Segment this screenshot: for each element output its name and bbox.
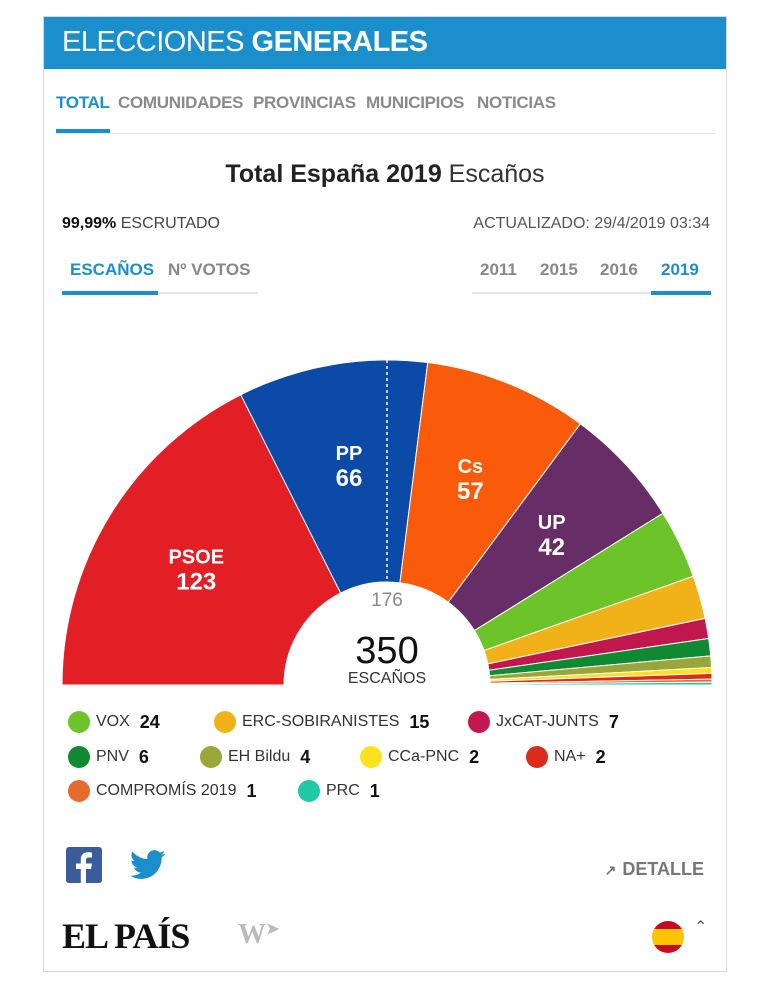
chart-title-main: Total España 2019	[225, 160, 442, 188]
legend-item-cca-pnc: CCa-PNC 2	[360, 746, 479, 768]
tab-comunidades[interactable]: COMUNIDADES	[118, 93, 244, 112]
legend-party-name: EH Bildu	[228, 748, 291, 765]
updated-status: ACTUALIZADO: 29/4/2019 03:34	[473, 215, 710, 233]
segment-label-name: UP	[538, 512, 566, 534]
header-bar: ELECCIONES GENERALES	[44, 17, 726, 69]
legend-item-comprom-s-2019: COMPROMÍS 2019 1	[68, 780, 257, 802]
legend-party-name: COMPROMÍS 2019	[96, 782, 237, 799]
total-seats-unit: ESCAÑOS	[348, 667, 426, 687]
legend-swatch	[68, 746, 90, 768]
legend-item-pnv: PNV 6	[68, 746, 149, 768]
legend-party-seats: 24	[139, 711, 160, 732]
legend-swatch	[68, 711, 90, 733]
detail-link[interactable]: ↗ DETALLE	[605, 859, 704, 880]
legend-party-name: CCa-PNC	[388, 748, 460, 765]
segment-label-value: 66	[336, 465, 363, 492]
legend-swatch	[360, 746, 382, 768]
legend-item-prc: PRC 1	[298, 780, 380, 802]
brand-w-logo: W➤	[238, 919, 279, 951]
legend-party-seats: 2	[469, 746, 480, 767]
tab-total[interactable]: TOTAL	[56, 93, 110, 112]
scrutinized-status: 99,99% ESCRUTADO	[62, 215, 220, 233]
main-nav: TOTAL COMUNIDADES PROVINCIAS MUNICIPIOS …	[56, 93, 716, 134]
chart-title: Total España 2019 Escaños	[44, 160, 726, 189]
legend-party-seats: 7	[608, 711, 619, 732]
chevron-up-icon[interactable]: ⌃	[694, 919, 708, 936]
brand-arrow-icon: ➤	[266, 921, 280, 938]
tab-votes[interactable]: Nº VOTOS	[168, 260, 251, 279]
year-tabs-line	[472, 292, 710, 294]
legend-party-name: PNV	[96, 748, 129, 765]
legend-party-seats: 1	[369, 780, 380, 801]
legend-swatch	[526, 746, 548, 768]
twitter-icon[interactable]	[130, 849, 166, 881]
segment-label-name: PP	[336, 443, 363, 465]
segment-label-name: Cs	[458, 456, 484, 478]
legend-swatch	[200, 746, 222, 768]
legend-item-vox: VOX 24	[68, 711, 160, 733]
el-pais-logo[interactable]: EL PAÍS	[62, 916, 190, 956]
segment-label-value: 123	[176, 569, 216, 596]
external-arrow-icon: ↗	[604, 862, 617, 878]
tab-seats[interactable]: ESCAÑOS	[70, 260, 155, 279]
legend-item-eh-bildu: EH Bildu 4	[200, 746, 310, 768]
legend-swatch	[298, 780, 320, 802]
updated-label: ACTUALIZADO:	[473, 215, 590, 232]
tab-municipios[interactable]: MUNICIPIOS	[366, 93, 465, 112]
seat-segment-psoe[interactable]	[61, 394, 342, 686]
tab-provincias[interactable]: PROVINCIAS	[253, 93, 356, 112]
header-title-light: ELECCIONES	[62, 26, 244, 58]
detail-label: DETALLE	[622, 859, 704, 879]
majority-label: 176	[371, 590, 403, 611]
legend-party-seats: 1	[246, 780, 257, 801]
legend-swatch	[68, 780, 90, 802]
legend-party-seats: 15	[409, 711, 430, 732]
legend-swatch	[468, 711, 490, 733]
legend-item-jxcat-junts: JxCAT-JUNTS 7	[468, 711, 619, 733]
legend-item-na-: NA+ 2	[526, 746, 606, 768]
seat-segment-cs[interactable]	[399, 362, 582, 603]
year-2015[interactable]: 2015	[540, 260, 578, 279]
header-title-bold: GENERALES	[251, 26, 428, 58]
header-title: ELECCIONES GENERALES	[62, 26, 428, 59]
legend-party-name: VOX	[96, 713, 130, 730]
legend-party-name: JxCAT-JUNTS	[496, 713, 599, 730]
year-2011[interactable]: 2011	[480, 260, 517, 279]
legend-party-seats: 4	[300, 746, 311, 767]
segment-label-value: 57	[457, 478, 484, 505]
scrutinized-label: ESCRUTADO	[120, 215, 220, 232]
scrutinized-percent: 99,99%	[62, 215, 117, 232]
brand-w-letter: W	[238, 919, 266, 950]
year-2016[interactable]: 2016	[600, 260, 638, 279]
legend-swatch	[214, 711, 236, 733]
legend-party-name: ERC-SOBIRANISTES	[242, 713, 400, 730]
seat-segment-pp[interactable]	[240, 359, 429, 594]
legend-party-seats: 2	[595, 746, 606, 767]
tab-noticias[interactable]: NOTICIAS	[477, 93, 556, 112]
legend-party-name: NA+	[554, 748, 586, 765]
active-tab-indicator	[56, 129, 110, 133]
total-seats-value: 350	[355, 630, 418, 672]
legend-item-erc-sobiranistes: ERC-SOBIRANISTES 15	[214, 711, 429, 733]
legend-party-seats: 6	[138, 746, 149, 767]
view-tab-indicator	[62, 291, 158, 295]
seat-segment-prc[interactable]	[489, 681, 713, 686]
view-tabs-line	[62, 292, 258, 294]
updated-value: 29/4/2019 03:34	[594, 215, 710, 232]
spain-flag-icon[interactable]	[652, 921, 684, 953]
year-2019[interactable]: 2019	[661, 260, 699, 279]
chart-title-sub: Escaños	[448, 160, 545, 188]
segment-label-value: 42	[538, 534, 565, 561]
segment-label-name: PSOE	[168, 547, 224, 569]
facebook-icon[interactable]	[66, 847, 102, 883]
year-tab-indicator	[651, 291, 711, 295]
elections-widget: ELECCIONES GENERALES TOTAL COMUNIDADES P…	[43, 16, 727, 972]
legend-party-name: PRC	[326, 782, 360, 799]
